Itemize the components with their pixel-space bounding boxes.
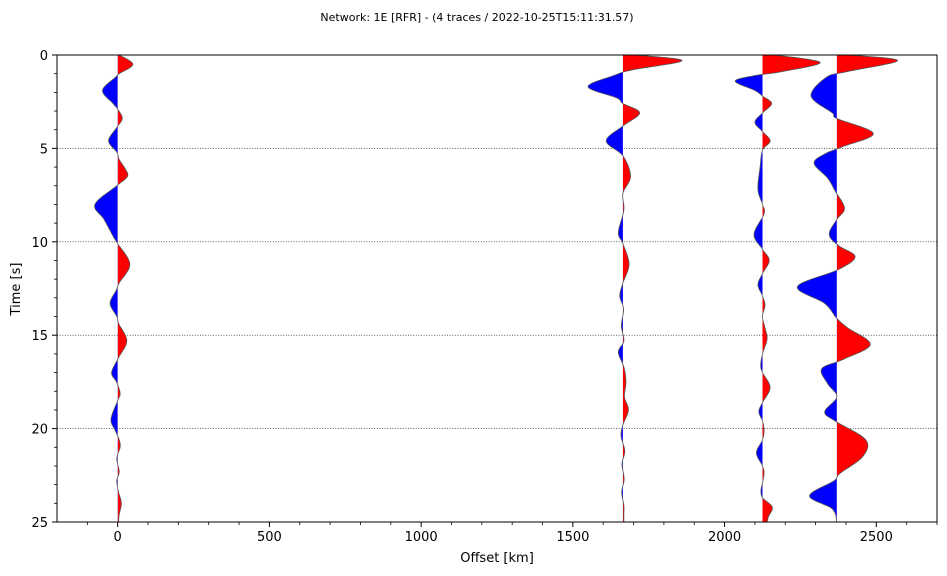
y-tick-label-0: 0 [40,49,48,64]
axes: 0 500 1000 1500 2000 2500 0 5 10 15 20 25 [31,49,938,545]
trace-2-line [587,54,683,522]
plot-frame [56,54,938,523]
trace-3-line [734,54,821,523]
y-tick-label-15: 15 [31,329,48,344]
trace-1-line [94,54,134,523]
x-axis-label: Offset [km] [460,551,534,566]
trace-3-positive-fill [762,55,821,522]
trace-4-negative-fill [797,55,837,522]
trace-4 [796,54,899,523]
y-tick-label-20: 20 [31,423,48,438]
trace-1 [94,54,134,523]
traces [94,54,899,523]
trace-3 [734,54,821,523]
y-tick-label-25: 25 [31,516,48,531]
x-tick-label-2000: 2000 [708,530,741,545]
y-tick-label-10: 10 [31,236,48,251]
x-tick-label-500: 500 [257,530,282,545]
trace-4-line [796,54,899,523]
y-tick-label-5: 5 [40,142,48,157]
y-axis-label: Time [s] [9,263,24,317]
x-tick-label-0: 0 [114,530,122,545]
x-tick-label-2500: 2500 [860,530,893,545]
trace-4-positive-fill [836,55,898,478]
chart-title: Network: 1E [RFR] - (4 traces / 2022-10-… [320,11,633,24]
trace-2 [587,54,683,522]
x-tick-label-1500: 1500 [556,530,589,545]
x-tick-label-1000: 1000 [405,530,438,545]
trace-1-positive-fill [117,55,133,522]
